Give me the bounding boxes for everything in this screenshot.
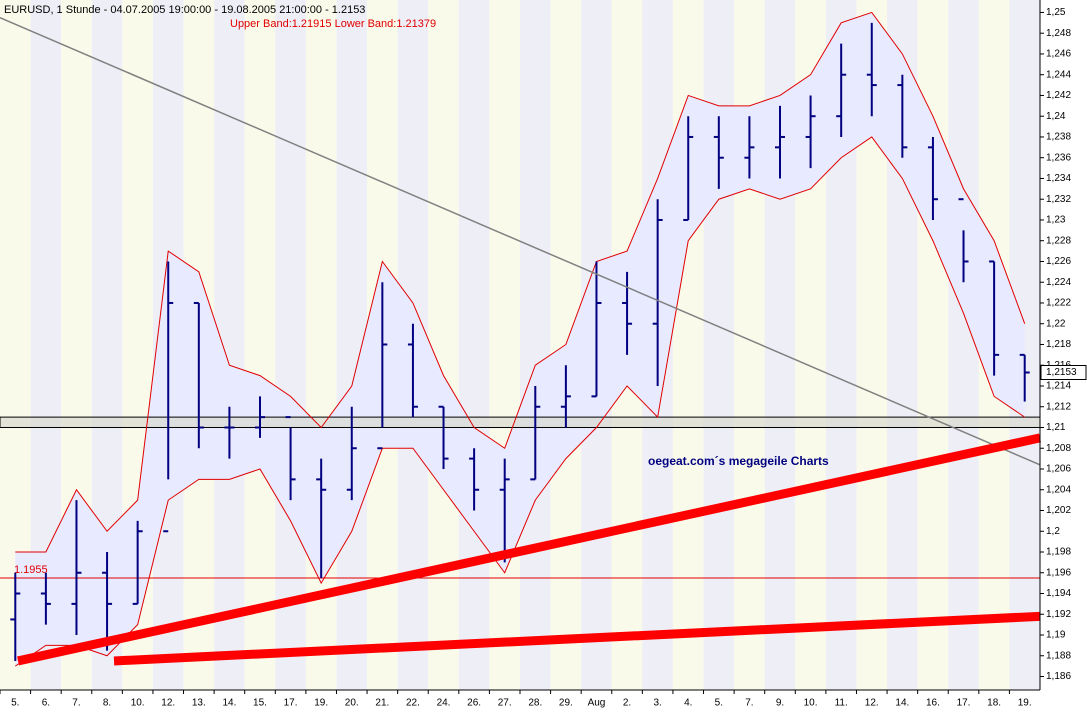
- y-tick-label: 1,19: [1046, 630, 1066, 641]
- y-tick-label: 1,194: [1046, 588, 1071, 599]
- x-tick-label: 5.: [11, 698, 19, 709]
- x-tick-label: 10.: [131, 698, 145, 709]
- y-tick-label: 1,186: [1046, 671, 1071, 682]
- x-tick-label: 17.: [957, 698, 971, 709]
- x-tick-label: 12.: [161, 698, 175, 709]
- y-tick-label: 1,234: [1046, 173, 1071, 184]
- last-price-box: [1040, 364, 1087, 380]
- x-tick-label: 4.: [684, 698, 692, 709]
- y-tick-label: 1,224: [1046, 277, 1071, 288]
- y-tick-label: 1,202: [1046, 505, 1071, 516]
- trendline: [17, 433, 1041, 666]
- y-tick-label: 1,222: [1046, 298, 1071, 309]
- y-tick-label: 1,206: [1046, 464, 1071, 475]
- x-tick-label: 7.: [72, 698, 80, 709]
- x-tick-label: 19.: [1018, 698, 1032, 709]
- x-tick-label: 3.: [653, 698, 661, 709]
- upper-band: [15, 11, 1026, 553]
- x-tick-label: 24.: [437, 698, 451, 709]
- support-zone: [0, 416, 1041, 428]
- trendline: [113, 611, 1041, 666]
- x-tick-label: 2.: [623, 698, 631, 709]
- y-tick-label: 1,226: [1046, 256, 1071, 267]
- x-tick-label: Aug: [588, 698, 606, 709]
- y-tick-label: 1,204: [1046, 484, 1071, 495]
- y-tick-label: 1,22: [1046, 318, 1066, 329]
- band-info: Upper Band:1.21915 Lower Band:1.21379: [230, 18, 436, 30]
- y-tick-label: 1,192: [1046, 609, 1071, 620]
- x-tick-label: 5.: [715, 698, 723, 709]
- day-stripe: [428, 0, 459, 690]
- x-tick-label: 14.: [222, 698, 236, 709]
- y-tick-label: 1,214: [1046, 381, 1071, 392]
- x-tick-label: 20.: [345, 698, 359, 709]
- last-price-label: 1,2153: [1046, 367, 1077, 378]
- day-stripe: [458, 0, 490, 690]
- x-tick-label: 7.: [745, 698, 753, 709]
- y-tick-label: 1,208: [1046, 443, 1071, 454]
- band-fill: [15, 12, 1025, 667]
- x-tick-label: 13.: [192, 698, 206, 709]
- x-tick-label: 8.: [103, 698, 111, 709]
- x-tick-label: 15.: [253, 698, 267, 709]
- trendline: [0, 16, 1041, 466]
- plot: 1.1955: [0, 11, 1041, 667]
- y-tick-label: 1,23: [1046, 215, 1066, 226]
- y-tick-label: 1,232: [1046, 194, 1071, 205]
- chart-title: EURUSD, 1 Stunde - 04.07.2005 19:00:00 -…: [4, 4, 365, 16]
- y-tick-label: 1,238: [1046, 132, 1071, 143]
- x-tick-label: 27.: [498, 698, 512, 709]
- lower-band: [15, 136, 1025, 667]
- x-tick-label: 29.: [559, 698, 573, 709]
- y-tick-label: 1,196: [1046, 567, 1071, 578]
- x-tick-label: 28.: [528, 698, 542, 709]
- y-tick-label: 1,244: [1046, 69, 1071, 80]
- x-tick-label: 16.: [926, 698, 940, 709]
- y-tick-label: 1,218: [1046, 339, 1071, 350]
- x-tick-label: 18.: [987, 698, 1001, 709]
- day-stripe: [520, 0, 551, 690]
- x-tick-label: 10.: [804, 698, 818, 709]
- day-stripe: [948, 0, 979, 690]
- x-tick-label: 12.: [865, 698, 879, 709]
- x-tick-label: 9.: [776, 698, 784, 709]
- x-tick-label: 17.: [284, 698, 298, 709]
- x-tick-label: 26.: [467, 698, 481, 709]
- x-tick-label: 21.: [375, 698, 389, 709]
- x-tick-label: 11.: [835, 698, 848, 709]
- y-tick-label: 1,198: [1046, 547, 1071, 558]
- y-tick-label: 1,228: [1046, 235, 1071, 246]
- x-tick-label: 22.: [406, 698, 420, 709]
- y-tick-label: 1,24: [1046, 111, 1066, 122]
- level-label: 1.1955: [14, 564, 48, 576]
- day-stripe: [305, 0, 337, 690]
- watermark: oegeat.com´s megageile Charts: [648, 454, 829, 468]
- day-stripe: [244, 0, 276, 690]
- day-stripe: [275, 0, 306, 690]
- y-tick-label: 1,236: [1046, 152, 1071, 163]
- y-tick-label: 1,21: [1046, 422, 1066, 433]
- y-tick-label: 1,188: [1046, 650, 1071, 661]
- day-stripe: [489, 0, 520, 690]
- y-tick-label: 1,25: [1046, 7, 1066, 18]
- x-tick-label: 6.: [42, 698, 50, 709]
- y-tick-label: 1,2: [1046, 526, 1060, 537]
- day-stripes: [0, 0, 1040, 690]
- y-tick-label: 1,212: [1046, 401, 1071, 412]
- x-tick-label: 19.: [314, 698, 328, 709]
- y-tick-label: 1,248: [1046, 28, 1071, 39]
- x-tick-label: 14.: [895, 698, 909, 709]
- y-tick-label: 1,242: [1046, 90, 1071, 101]
- y-tick-label: 1,246: [1046, 49, 1071, 60]
